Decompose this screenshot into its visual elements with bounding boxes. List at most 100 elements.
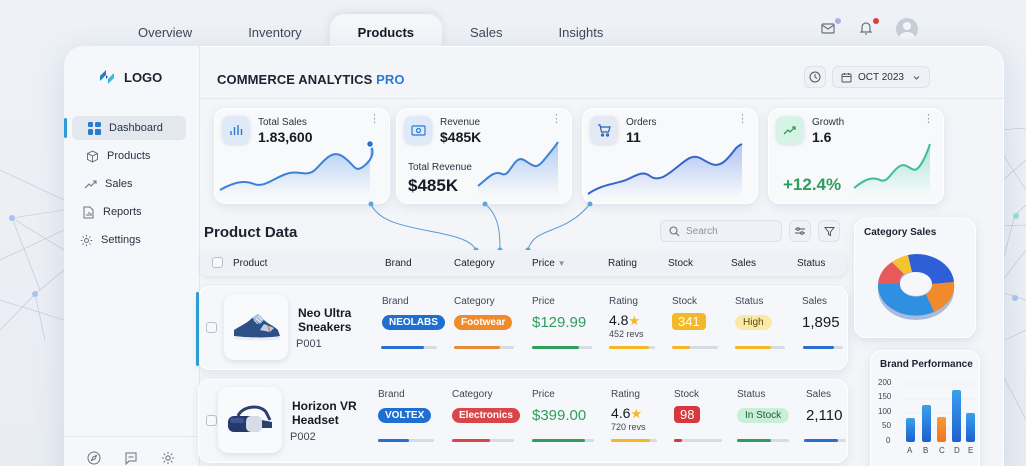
notification-badge-dot (873, 18, 879, 24)
banknote-icon (404, 116, 432, 144)
tab-sales[interactable]: Sales (470, 24, 503, 40)
y-axis-tick: 50 (882, 421, 891, 430)
sidebar-item-reports[interactable]: Reports (66, 200, 186, 224)
x-axis-label: B (923, 446, 929, 455)
row-checkbox[interactable] (206, 322, 217, 333)
mail-icon[interactable] (820, 18, 841, 38)
kpi-sub-value: $485K (408, 176, 459, 195)
status-badge: High (735, 315, 772, 330)
bell-icon[interactable] (858, 18, 879, 38)
column-header-price[interactable]: Price ▼ (532, 258, 566, 269)
header-divider (201, 98, 1004, 99)
chat-icon[interactable] (124, 451, 140, 466)
kpi-card-total-sales[interactable]: Total Sales 1.83,600 ⋮ (214, 108, 390, 204)
category-progress-bar (454, 346, 514, 349)
sidebar-item-dashboard[interactable]: Dashboard (64, 116, 186, 140)
filter-button[interactable] (818, 220, 840, 242)
search-icon (669, 225, 680, 236)
column-settings-button[interactable] (789, 220, 811, 242)
compass-icon[interactable] (87, 451, 103, 466)
history-button[interactable] (804, 66, 826, 88)
sidebar-item-label: Products (107, 150, 151, 162)
column-header-status[interactable]: Status (797, 258, 826, 269)
price-value: $129.99 (532, 314, 587, 331)
page-title: COMMERCE ANALYTICS PRO (217, 72, 405, 87)
review-count: 452 revs (609, 329, 644, 339)
brand-badge[interactable]: VOLTEX (378, 408, 432, 423)
cart-icon (590, 116, 618, 144)
cell-price: Price $129.99 (532, 296, 586, 331)
sidebar-footer (64, 436, 200, 466)
rating-progress-bar (609, 346, 655, 349)
column-header-stock[interactable]: Stock (668, 258, 694, 269)
sort-desc-icon: ▼ (557, 259, 566, 268)
kpi-card-revenue[interactable]: Revenue $485K ⋮ Total Revenue $485K (396, 108, 572, 204)
row-checkbox[interactable] (206, 415, 217, 426)
column-header-price-label: Price (532, 258, 555, 269)
product-name[interactable]: Horizon VR Headset (292, 399, 357, 427)
kpi-card-orders[interactable]: Orders 11 ⋮ (582, 108, 758, 204)
tab-inventory[interactable]: Inventory (248, 24, 302, 40)
sparkline-chart (853, 143, 931, 196)
rating-value: 4.6★ (611, 405, 646, 422)
tab-products[interactable]: Products (329, 14, 443, 50)
tab-insights[interactable]: Insights (558, 24, 604, 40)
report-icon (83, 206, 94, 218)
trend-up-icon (84, 180, 97, 188)
sidebar-item-products[interactable]: Products (70, 144, 186, 168)
product-id: P001 (296, 338, 322, 350)
more-options-icon[interactable]: ⋮ (737, 113, 748, 125)
column-header-category[interactable]: Category (454, 258, 495, 269)
sidebar: LOGO Dashboard Products Sales Reports Se… (64, 46, 200, 466)
tab-overview[interactable]: Overview (138, 24, 193, 40)
status-progress-bar (735, 346, 785, 349)
sidebar-item-sales[interactable]: Sales (68, 172, 186, 196)
more-options-icon[interactable]: ⋮ (551, 113, 562, 125)
rating-number: 4.6 (611, 405, 631, 421)
cell-label: Category (452, 389, 493, 400)
gear-icon[interactable] (161, 451, 177, 466)
category-badge[interactable]: Footwear (454, 315, 513, 330)
column-header-product[interactable]: Product (233, 258, 268, 269)
sales-progress-bar (803, 346, 843, 349)
more-options-icon[interactable]: ⋮ (369, 113, 380, 125)
category-badge[interactable]: Electronics (452, 408, 520, 423)
brand-performance-widget[interactable]: Brand Performance 200 150 100 50 0 A B C… (870, 350, 980, 466)
category-sales-widget[interactable]: Category Sales (854, 218, 976, 338)
product-name[interactable]: Neo Ultra Sneakers (298, 306, 352, 334)
cell-category: Category Footwear (454, 296, 513, 330)
top-utility-icons (820, 18, 918, 40)
table-row[interactable]: Neo Ultra Sneakers P001 Brand NEOLABS Ca… (196, 286, 848, 370)
cell-brand: Brand NEOLABS (382, 296, 445, 330)
x-axis-label: A (907, 446, 913, 455)
sidebar-item-settings[interactable]: Settings (64, 228, 186, 252)
date-picker[interactable]: OCT 2023 (832, 66, 930, 88)
kpi-sub-label: Total Revenue (408, 162, 472, 173)
cell-label: Rating (609, 296, 638, 307)
cell-label: Rating (611, 389, 640, 400)
kpi-card-growth[interactable]: Growth 1.6 ⋮ +12.4% (768, 108, 944, 204)
gear-icon (80, 234, 93, 246)
cell-rating: Rating 4.6★ 720 revs (611, 389, 646, 432)
more-options-icon[interactable]: ⋮ (923, 113, 934, 125)
cell-label: Brand (378, 389, 405, 400)
column-header-brand[interactable]: Brand (385, 258, 412, 269)
brand-badge[interactable]: NEOLABS (382, 315, 445, 330)
cell-label: Status (737, 389, 766, 400)
cell-stock: Stock 98 (674, 389, 701, 424)
x-axis-label: C (939, 446, 945, 455)
cell-status: Status In Stock (737, 389, 790, 423)
search-input[interactable]: Search (660, 220, 782, 242)
user-avatar[interactable] (896, 18, 918, 40)
table-row[interactable]: Horizon VR Headset P002 Brand VOLTEX Cat… (198, 379, 848, 463)
stock-progress-bar (672, 346, 718, 349)
sales-progress-bar (804, 439, 846, 442)
column-header-rating[interactable]: Rating (608, 258, 637, 269)
donut-chart (877, 253, 955, 320)
sparkline-chart (587, 143, 743, 198)
logo[interactable]: LOGO (98, 68, 162, 86)
column-header-sales[interactable]: Sales (731, 258, 757, 269)
status-badge: In Stock (737, 408, 790, 423)
select-all-checkbox[interactable] (212, 257, 223, 268)
kpi-label: Revenue (440, 117, 481, 128)
